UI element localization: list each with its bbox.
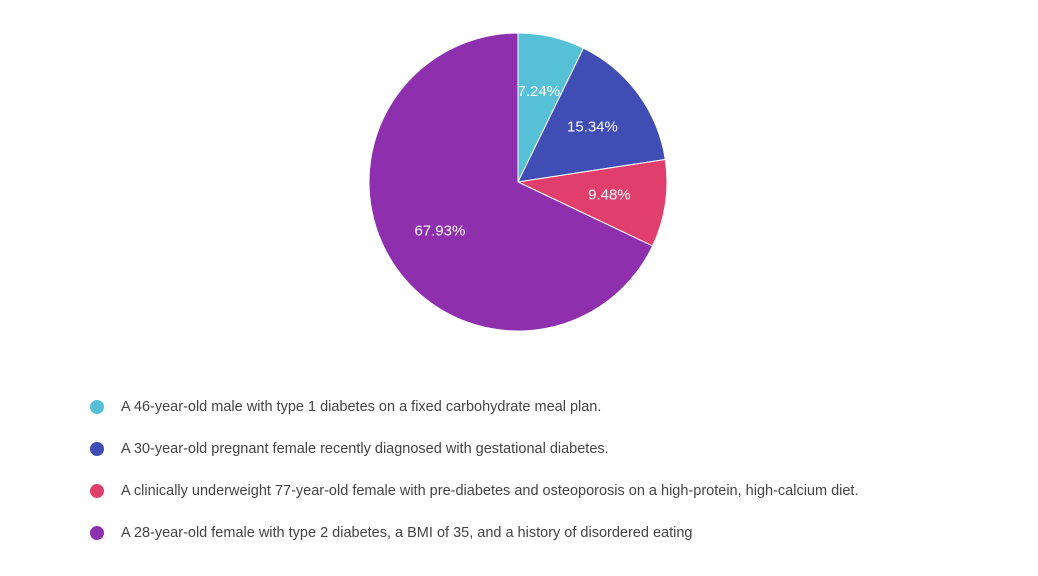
- pie-slice-1[interactable]: [517, 47, 666, 183]
- pie-slice-label-1: 15.34%: [567, 118, 618, 135]
- pie-slice-labels: 7.24% 15.34% 9.48% 67.93%: [414, 83, 630, 239]
- legend-item[interactable]: A clinically underweight 77-year-old fem…: [90, 470, 1010, 512]
- legend-dot-icon: [90, 442, 104, 456]
- legend-item[interactable]: A 30-year-old pregnant female recently d…: [90, 428, 1010, 470]
- legend-label: A clinically underweight 77-year-old fem…: [121, 483, 859, 499]
- legend-label: A 30-year-old pregnant female recently d…: [121, 441, 609, 457]
- legend-dot-icon: [90, 484, 104, 498]
- legend-label: A 46-year-old male with type 1 diabetes …: [121, 399, 602, 415]
- pie-slice-label-3: 67.93%: [414, 222, 465, 239]
- pie-slice-label-2: 9.48%: [588, 186, 631, 203]
- legend-item[interactable]: A 28-year-old female with type 2 diabete…: [90, 512, 1010, 554]
- legend-label: A 28-year-old female with type 2 diabete…: [121, 525, 693, 541]
- pie-slice-2[interactable]: [516, 158, 668, 247]
- pie-chart: 7.24% 15.34% 9.48% 67.93%: [368, 32, 668, 332]
- legend: A 46-year-old male with type 1 diabetes …: [90, 386, 1010, 554]
- legend-dot-icon: [90, 526, 104, 540]
- legend-item[interactable]: A 46-year-old male with type 1 diabetes …: [90, 386, 1010, 428]
- pie-slice-label-0: 7.24%: [518, 83, 561, 100]
- pie-slice-3[interactable]: [368, 32, 654, 332]
- pie-slices: [368, 32, 668, 332]
- legend-dot-icon: [90, 400, 104, 414]
